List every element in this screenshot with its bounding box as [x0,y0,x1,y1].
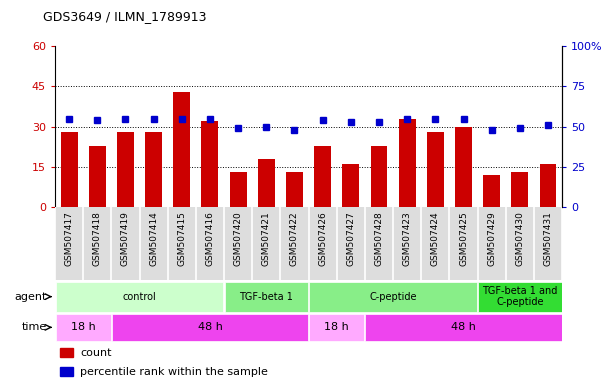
Bar [483,175,500,207]
Bar [342,164,359,207]
Text: 48 h: 48 h [451,322,476,333]
Text: 48 h: 48 h [197,322,222,333]
Text: GSM507415: GSM507415 [177,211,186,266]
Bar [225,281,308,312]
Text: GSM507431: GSM507431 [544,211,552,266]
Text: GSM507417: GSM507417 [65,211,73,266]
Text: GSM507429: GSM507429 [487,211,496,266]
Bar [56,281,224,312]
Text: GSM507425: GSM507425 [459,211,468,266]
Text: GSM507423: GSM507423 [403,211,412,266]
Text: GSM507422: GSM507422 [290,211,299,266]
Bar [478,281,562,312]
Bar [314,146,331,207]
Bar [117,132,134,207]
Bar [145,132,162,207]
Bar [399,119,415,207]
Bar [309,314,364,341]
Bar [309,281,477,312]
Bar [365,314,562,341]
Bar [427,132,444,207]
Text: GSM507420: GSM507420 [233,211,243,266]
Text: TGF-beta 1 and
C-peptide: TGF-beta 1 and C-peptide [482,286,558,307]
Bar [511,172,529,207]
Text: GSM507418: GSM507418 [93,211,102,266]
Text: GSM507421: GSM507421 [262,211,271,266]
Bar [60,367,73,376]
Bar [174,92,190,207]
Text: GSM507414: GSM507414 [149,211,158,266]
Text: GSM507419: GSM507419 [121,211,130,266]
Text: GSM507427: GSM507427 [346,211,356,266]
Text: C-peptide: C-peptide [369,291,417,302]
Text: percentile rank within the sample: percentile rank within the sample [81,367,268,377]
Text: GSM507428: GSM507428 [375,211,384,266]
Bar [286,172,303,207]
Text: GSM507416: GSM507416 [205,211,214,266]
Text: time: time [21,322,46,333]
Bar [540,164,557,207]
Text: GDS3649 / ILMN_1789913: GDS3649 / ILMN_1789913 [43,10,207,23]
Text: control: control [123,291,156,302]
Bar [112,314,308,341]
Bar [370,146,387,207]
Bar [89,146,106,207]
Text: GSM507424: GSM507424 [431,211,440,266]
Bar [230,172,247,207]
Bar [60,348,73,357]
Text: 18 h: 18 h [324,322,349,333]
Bar [202,121,218,207]
Bar [455,127,472,207]
Text: 18 h: 18 h [71,322,95,333]
Bar [258,159,275,207]
Text: count: count [81,348,112,358]
Text: GSM507426: GSM507426 [318,211,327,266]
Text: agent: agent [14,291,46,302]
Text: TGF-beta 1: TGF-beta 1 [240,291,293,302]
Bar [60,132,78,207]
Text: GSM507430: GSM507430 [515,211,524,266]
Bar [56,314,111,341]
